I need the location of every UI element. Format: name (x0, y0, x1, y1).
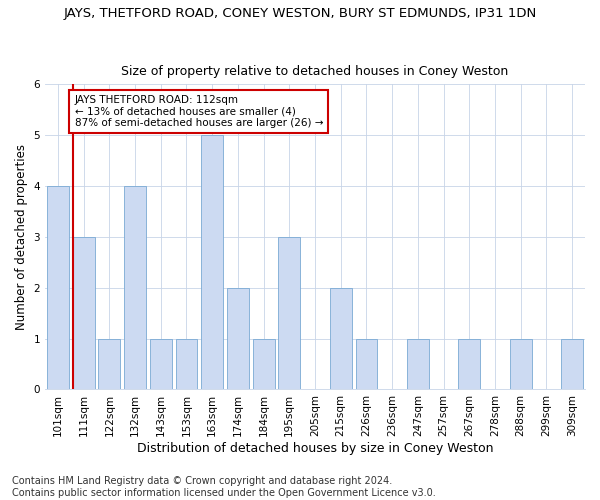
Bar (201, 135, 223, 390)
Bar (227, 288, 249, 390)
Bar (561, 338, 583, 390)
Bar (407, 338, 429, 390)
Bar (98, 338, 120, 390)
Bar (356, 338, 377, 390)
Bar (124, 186, 146, 390)
Bar (176, 338, 197, 390)
Text: Contains HM Land Registry data © Crown copyright and database right 2024.
Contai: Contains HM Land Registry data © Crown c… (12, 476, 436, 498)
Bar (458, 338, 480, 390)
Text: JAYS THETFORD ROAD: 112sqm
← 13% of detached houses are smaller (4)
87% of semi-: JAYS THETFORD ROAD: 112sqm ← 13% of deta… (74, 95, 323, 128)
Text: JAYS, THETFORD ROAD, CONEY WESTON, BURY ST EDMUNDS, IP31 1DN: JAYS, THETFORD ROAD, CONEY WESTON, BURY … (64, 8, 536, 20)
Bar (253, 338, 275, 390)
Bar (47, 186, 69, 390)
Y-axis label: Number of detached properties: Number of detached properties (15, 144, 28, 330)
Bar (73, 236, 95, 390)
Bar (278, 236, 300, 390)
X-axis label: Distribution of detached houses by size in Coney Weston: Distribution of detached houses by size … (137, 442, 493, 455)
Bar (510, 338, 532, 390)
Bar (330, 288, 352, 390)
Title: Size of property relative to detached houses in Coney Weston: Size of property relative to detached ho… (121, 66, 509, 78)
Bar (150, 338, 172, 390)
